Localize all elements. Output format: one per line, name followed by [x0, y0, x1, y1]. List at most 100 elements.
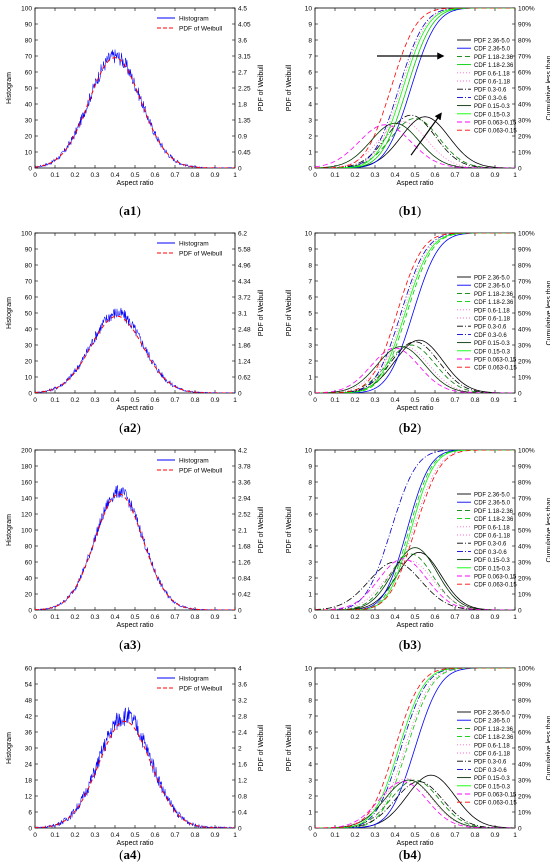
- y-tick-label: 0: [28, 390, 32, 397]
- y2-tick-label: 4.96: [238, 262, 251, 269]
- x-tick-label: 0.3: [90, 832, 99, 839]
- y-tick-label: 10: [305, 665, 313, 672]
- legend-label: CDF 1.18-2.36: [474, 63, 514, 69]
- y2-axis-label: PDF of Weibull: [258, 289, 265, 336]
- y2-tick-label: 4.2: [238, 447, 247, 454]
- legend-label: CDF 0.6-1.18: [474, 752, 511, 758]
- y-tick-label: 0: [28, 607, 32, 614]
- y-tick-label: 80: [25, 37, 33, 44]
- series-group: [35, 49, 235, 168]
- y2-axis-label: Cumulative less than: [546, 55, 550, 120]
- series-group: [35, 307, 235, 393]
- y-tick-label: 6: [28, 809, 32, 816]
- legend-label: CDF 0.3-0.6: [474, 96, 507, 102]
- y-tick-label: 36: [25, 729, 33, 736]
- series-line-0: [35, 307, 235, 393]
- y2-tick-label: 0.84: [238, 575, 251, 582]
- x-tick-label: 0.4: [390, 397, 399, 404]
- x-tick-label: 0.3: [370, 614, 379, 621]
- y2-tick-label: 1.6: [238, 761, 247, 768]
- y-tick-label: 10: [305, 447, 313, 454]
- y2-tick-label: 90%: [518, 681, 531, 688]
- legend-label: PDF 1.18-2.36: [474, 292, 514, 298]
- y-tick-label: 50: [25, 310, 33, 317]
- series-group: [315, 8, 515, 168]
- y-tick-label: 100: [21, 230, 32, 237]
- y-axis-label: PDF of Weibull: [286, 64, 293, 111]
- y2-tick-label: 3.15: [238, 53, 251, 60]
- legend-label: CDF 0.3-0.6: [474, 333, 507, 339]
- y2-tick-label: 2.48: [238, 326, 251, 333]
- series-line-11: [315, 233, 515, 393]
- legend-label: Histogram: [179, 458, 209, 465]
- legend-label: PDF 0.6-1.18: [474, 743, 510, 749]
- x-tick-label: 0: [313, 832, 317, 839]
- x-tick-label: 0.2: [70, 614, 79, 621]
- y2-tick-label: 4: [238, 665, 242, 672]
- x-tick-label: 0.6: [430, 614, 439, 621]
- x-tick-label: 0: [33, 397, 37, 404]
- y-axis-label: Histogram: [6, 72, 13, 104]
- y2-tick-label: 0.45: [238, 149, 251, 156]
- x-tick-label: 0.3: [90, 397, 99, 404]
- x-tick-label: 0.7: [170, 172, 179, 179]
- y-tick-label: 2: [308, 358, 312, 365]
- legend-label: CDF 1.18-2.36: [474, 300, 514, 306]
- y-tick-label: 60: [25, 294, 33, 301]
- y-tick-label: 3: [308, 117, 312, 124]
- y-tick-label: 9: [308, 21, 312, 28]
- series-group: [315, 450, 515, 610]
- legend-label: PDF 1.18-2.36: [474, 55, 514, 61]
- y-tick-label: 0: [28, 165, 32, 172]
- y2-tick-label: 0.62: [238, 374, 251, 381]
- y2-tick-label: 70%: [518, 53, 531, 60]
- y-tick-label: 40: [25, 326, 33, 333]
- y-tick-label: 2: [308, 575, 312, 582]
- y2-tick-label: 60%: [518, 511, 531, 518]
- series-line-1: [35, 315, 235, 393]
- series-group: [35, 707, 235, 828]
- x-tick-label: 0.7: [450, 172, 459, 179]
- x-tick-label: 0.7: [450, 832, 459, 839]
- y-tick-label: 70: [25, 278, 33, 285]
- x-axis-label: Aspect ratio: [397, 180, 434, 187]
- y-tick-label: 7: [308, 713, 312, 720]
- x-axis-label: Aspect ratio: [397, 840, 434, 847]
- y2-axis-label: PDF of Weibull: [258, 506, 265, 553]
- y-tick-label: 18: [25, 777, 33, 784]
- legend-label: CDF 0.063-0.15: [474, 801, 517, 807]
- x-tick-label: 0: [33, 614, 37, 621]
- chart-a4: 0 0.1 0.2 0.3 0.4 0.5 0.6 0.7 0.8 0.9 1 0 6 12 18 24 30 3…: [0, 660, 275, 860]
- y-tick-label: 30: [25, 342, 33, 349]
- y2-tick-label: 100%: [518, 5, 535, 12]
- chart-b1: 0 0.1 0.2 0.3 0.4 0.5 0.6 0.7 0.8 0.9 1 0 1 2 3 4 5 6 7 8 9 1…: [280, 0, 550, 200]
- chart-a2: 0 0.1 0.2 0.3 0.4 0.5 0.6 0.7 0.8 0.9 1 0 10 20 30 40 50…: [0, 225, 275, 425]
- x-tick-label: 0.1: [50, 832, 59, 839]
- series-group: [35, 484, 235, 610]
- y-tick-label: 6: [308, 511, 312, 518]
- y-tick-label: 4: [308, 101, 312, 108]
- legend-label: PDF 0.15-0.3: [474, 558, 510, 564]
- legend-label: PDF 2.36-5.0: [474, 276, 510, 282]
- x-tick-label: 0.5: [410, 397, 419, 404]
- x-tick-label: 0.5: [410, 614, 419, 621]
- y2-tick-label: 3.2: [238, 697, 247, 704]
- x-tick-label: 0.5: [130, 832, 139, 839]
- legend-label: PDF 0.063-0.15: [474, 358, 517, 364]
- y-tick-label: 9: [308, 246, 312, 253]
- chart-svg-b3: 0 0.1 0.2 0.3 0.4 0.5 0.6 0.7 0.8 0.9 101234567891…: [286, 447, 550, 629]
- y-tick-label: 3: [308, 777, 312, 784]
- x-tick-label: 0.1: [330, 172, 339, 179]
- y-tick-label: 200: [21, 447, 32, 454]
- x-tick-label: 0.4: [390, 832, 399, 839]
- y2-tick-label: 0.8: [238, 793, 247, 800]
- y-tick-label: 8: [308, 262, 312, 269]
- legend-label: CDF 0.3-0.6: [474, 550, 507, 556]
- y2-tick-label: 2.4: [238, 729, 247, 736]
- y-tick-label: 180: [21, 463, 32, 470]
- y-axis-label: PDF of Weibull: [286, 506, 293, 553]
- chart-svg-a2: 0 0.1 0.2 0.3 0.4 0.5 0.6 0.7 0.8 0.9 101020304050…: [6, 230, 265, 412]
- y-tick-label: 6: [308, 294, 312, 301]
- legend-label: CDF 0.15-0.3: [474, 784, 511, 790]
- x-tick-label: 0.9: [210, 397, 219, 404]
